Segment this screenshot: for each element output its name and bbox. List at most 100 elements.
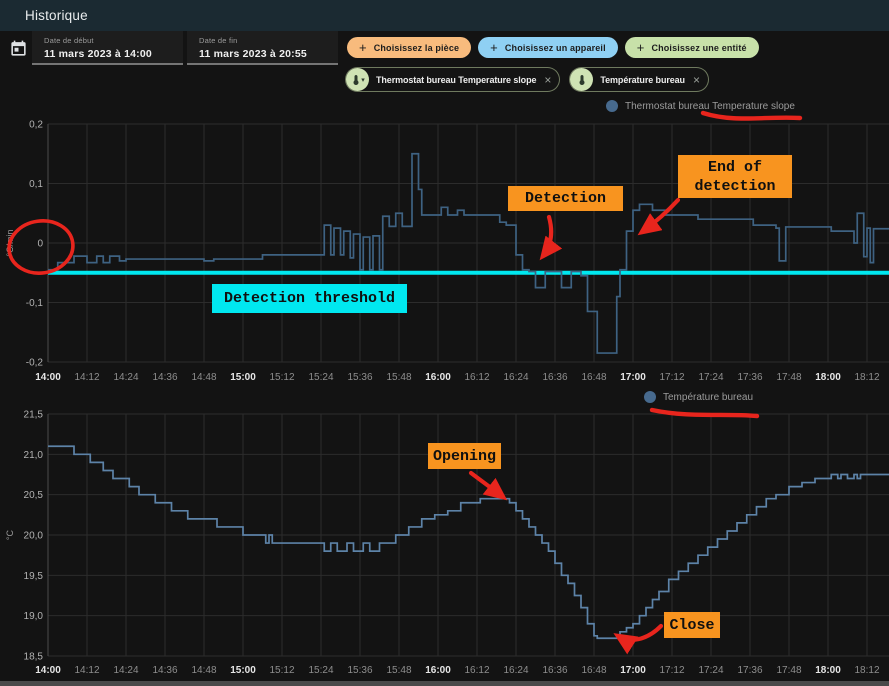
- x-tick-label: 18:12: [854, 665, 879, 676]
- x-tick-label: 16:12: [464, 372, 489, 383]
- legend-dot-icon: [644, 391, 656, 403]
- y-tick-label: 21,0: [24, 450, 44, 461]
- x-tick-label: 15:12: [269, 372, 294, 383]
- legend-temperature-bureau[interactable]: Température bureau: [644, 391, 753, 403]
- legend-dot-icon: [606, 100, 618, 112]
- x-tick-label: 14:36: [152, 665, 177, 676]
- app-header: Historique: [0, 0, 889, 31]
- x-tick-label: 15:00: [230, 372, 256, 383]
- y-tick-label: 0,1: [29, 179, 43, 190]
- x-tick-label: 16:48: [581, 372, 606, 383]
- x-tick-label: 14:24: [113, 665, 138, 676]
- x-tick-label: 16:00: [425, 665, 451, 676]
- date-end-value: 11 mars 2023 à 20:55: [199, 48, 307, 60]
- thermometer-icon: [570, 68, 594, 91]
- y-tick-label: 19,0: [24, 611, 44, 622]
- series-line-1: [48, 445, 889, 640]
- chip-close-icon[interactable]: ×: [692, 72, 700, 87]
- y-tick-label: 20,5: [24, 490, 44, 501]
- x-tick-label: 17:00: [620, 372, 646, 383]
- x-tick-label: 16:24: [503, 372, 528, 383]
- x-tick-label: 14:12: [74, 665, 99, 676]
- date-end-label: Date de fin: [199, 36, 238, 45]
- zero-tick-circle-annotation: [7, 219, 75, 275]
- x-tick-label: 14:36: [152, 372, 177, 383]
- opening-arrow: [468, 470, 508, 501]
- filter-buttons-row: + Choisissez la pièce + Choisissez un appar…: [347, 37, 759, 58]
- x-tick-label: 16:36: [542, 372, 567, 383]
- annotation-detection-threshold: Detection threshold: [212, 284, 407, 313]
- legend-top-underline: [700, 110, 803, 121]
- x-tick-label: 16:24: [503, 665, 528, 676]
- annotation-opening: Opening: [428, 443, 501, 469]
- detection-arrow: [539, 214, 563, 261]
- y-axis-unit: °C: [5, 529, 15, 540]
- x-tick-label: 15:24: [308, 372, 333, 383]
- y-tick-label: 18,5: [24, 652, 44, 663]
- date-end-field[interactable]: Date de fin 11 mars 2023 à 20:55: [187, 31, 338, 65]
- x-tick-label: 18:00: [815, 372, 841, 383]
- x-tick-label: 17:36: [737, 665, 762, 676]
- x-tick-label: 14:12: [74, 372, 99, 383]
- x-tick-label: 18:12: [854, 372, 879, 383]
- entity-chips-row: ▾ Thermostat bureau Temperature slope × Tem…: [345, 67, 709, 92]
- x-tick-label: 17:48: [776, 372, 801, 383]
- chip-close-icon[interactable]: ×: [544, 72, 552, 87]
- x-tick-label: 17:24: [698, 372, 723, 383]
- x-tick-label: 15:36: [347, 372, 372, 383]
- x-tick-label: 17:12: [659, 665, 684, 676]
- x-tick-label: 14:00: [35, 665, 61, 676]
- x-tick-label: 16:00: [425, 372, 451, 383]
- y-tick-label: 21,5: [24, 410, 44, 421]
- x-tick-label: 17:12: [659, 372, 684, 383]
- x-tick-label: 15:12: [269, 665, 294, 676]
- x-tick-label: 15:36: [347, 665, 372, 676]
- annotation-end-of-detection: End of detection: [678, 155, 792, 198]
- date-start-value: 11 mars 2023 à 14:00: [44, 48, 152, 60]
- date-start-label: Date de début: [44, 36, 94, 45]
- x-tick-label: 15:48: [386, 372, 411, 383]
- y-tick-label: 19,5: [24, 571, 44, 582]
- x-tick-label: 17:00: [620, 665, 646, 676]
- filter-button-0[interactable]: + Choisissez la pièce: [347, 37, 472, 58]
- legend-bottom-label: Température bureau: [663, 391, 754, 403]
- x-tick-label: 15:00: [230, 665, 256, 676]
- close-arrow: [613, 623, 664, 655]
- series-line-0: [48, 152, 889, 354]
- x-tick-label: 14:48: [191, 372, 216, 383]
- horizontal-scrollbar[interactable]: [0, 681, 889, 686]
- legend-thermostat-slope[interactable]: Thermostat bureau Temperature slope: [606, 100, 795, 112]
- y-tick-label: 0,2: [29, 120, 43, 131]
- end-of-detection-arrow: [637, 197, 681, 236]
- thermometer-icon: ▾: [346, 68, 369, 91]
- x-tick-label: 14:24: [113, 372, 138, 383]
- annotation-close: Close: [664, 612, 720, 638]
- x-tick-label: 15:48: [386, 665, 411, 676]
- filter-button-1[interactable]: + Choisissez un appareil: [478, 37, 618, 58]
- x-tick-label: 16:12: [464, 665, 489, 676]
- x-tick-label: 17:24: [698, 665, 723, 676]
- x-tick-label: 17:36: [737, 372, 762, 383]
- x-tick-label: 16:36: [542, 665, 567, 676]
- y-tick-label: -0,2: [26, 358, 44, 369]
- y-tick-label: 20,0: [24, 531, 44, 542]
- calendar-icon[interactable]: [9, 39, 28, 58]
- x-tick-label: 15:24: [308, 665, 333, 676]
- entity-chip-1[interactable]: Température bureau ×: [569, 67, 709, 92]
- legend-bottom-underline: [649, 407, 760, 419]
- y-tick-label: -0,1: [26, 298, 44, 309]
- filter-button-2[interactable]: + Choisissez une entité: [624, 37, 759, 58]
- date-start-field[interactable]: Date de début 11 mars 2023 à 14:00: [32, 31, 183, 65]
- y-tick-label: 0: [37, 239, 43, 250]
- chevron-down-icon: ▾: [361, 76, 365, 84]
- annotation-detection: Detection: [508, 186, 623, 211]
- entity-chip-0[interactable]: ▾ Thermostat bureau Temperature slope ×: [345, 67, 561, 92]
- x-tick-label: 17:48: [776, 665, 801, 676]
- x-tick-label: 18:00: [815, 665, 841, 676]
- legend-top-label: Thermostat bureau Temperature slope: [625, 100, 795, 112]
- x-tick-label: 14:00: [35, 372, 61, 383]
- x-tick-label: 16:48: [581, 665, 606, 676]
- page-title: Historique: [25, 8, 88, 23]
- x-tick-label: 14:48: [191, 665, 216, 676]
